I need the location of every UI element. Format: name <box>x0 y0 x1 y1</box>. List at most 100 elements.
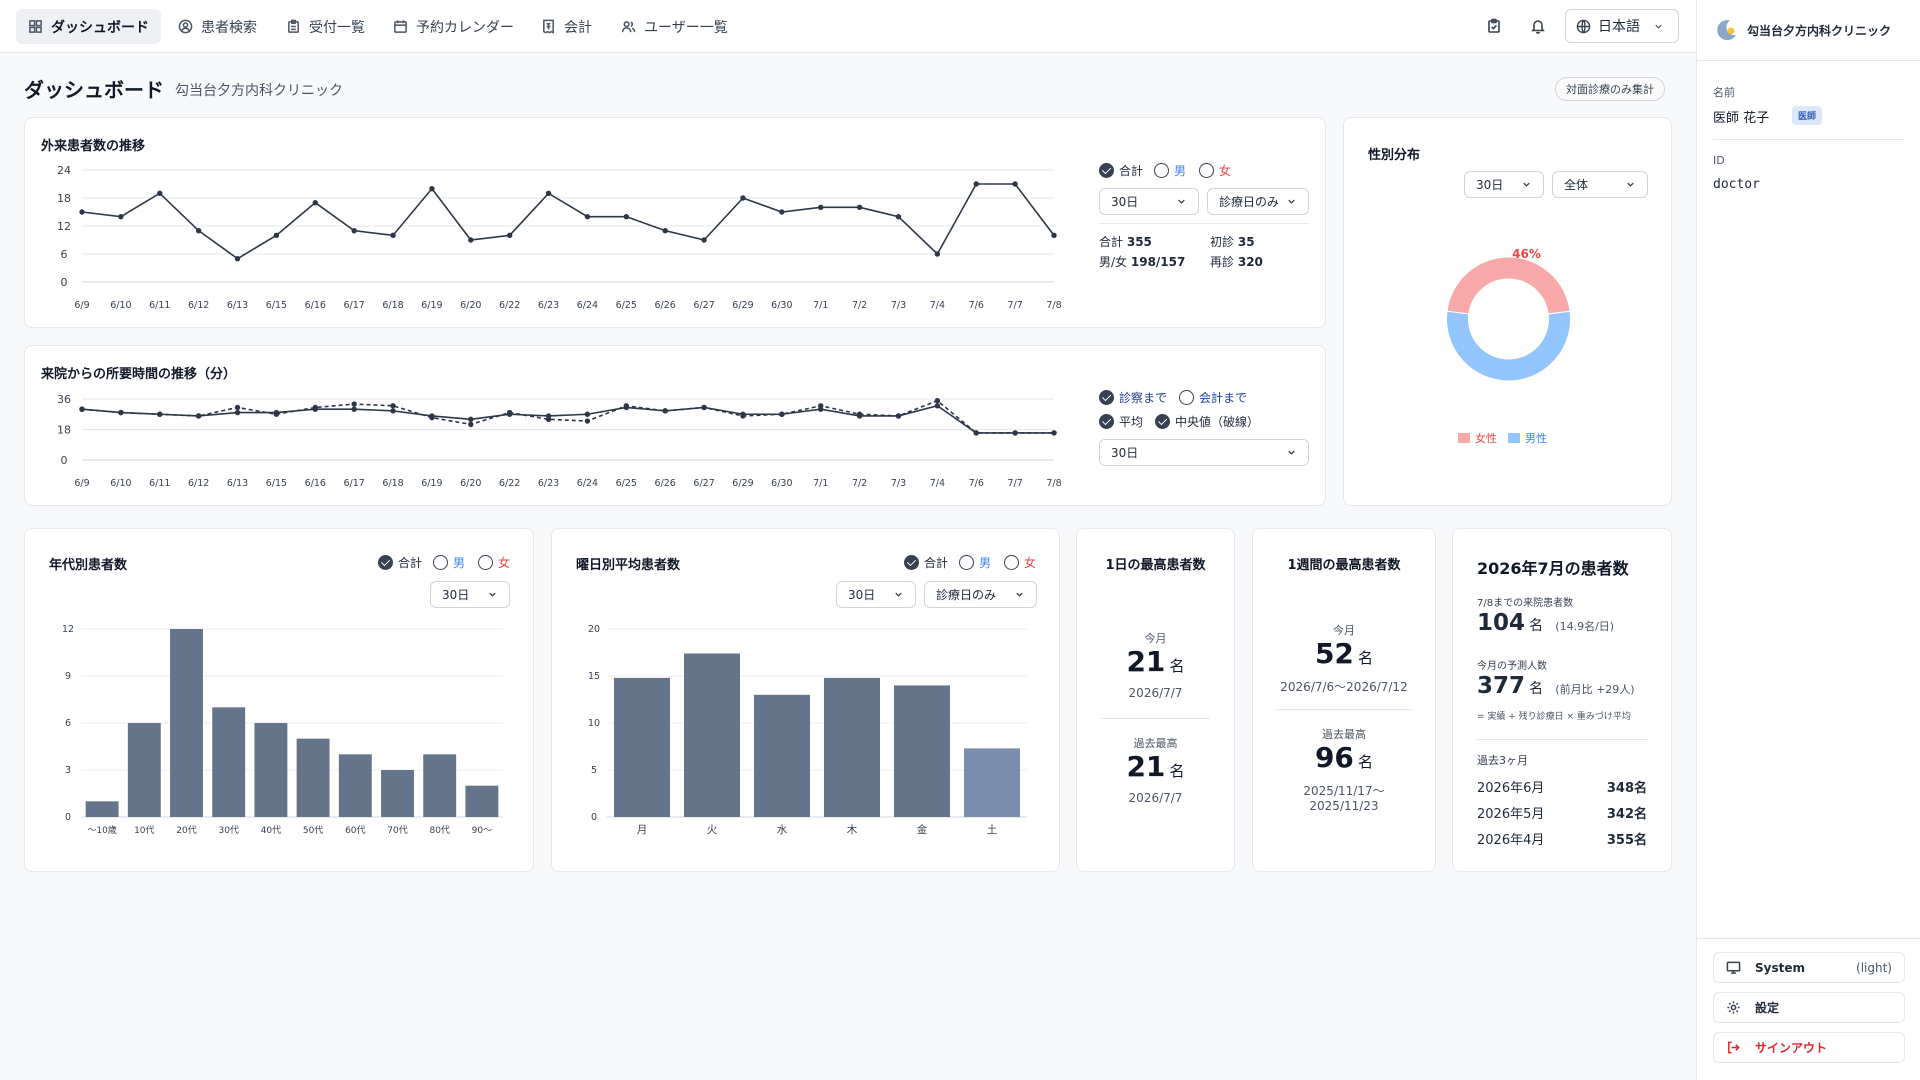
cb-female-label: 女 <box>1219 164 1232 178</box>
nav-reservation-calendar[interactable]: 予約カレンダー <box>381 9 526 44</box>
bar <box>465 785 499 817</box>
data-point <box>584 418 591 424</box>
y-tick-label: 18 <box>57 424 71 437</box>
nav-accounting[interactable]: 会計 <box>529 9 604 44</box>
x-tick-label: 6/30 <box>771 478 792 489</box>
x-tick-label: 6/29 <box>732 300 753 311</box>
outpatient-trend-card: 外来患者数の推移 0 6 12 18 24 6/9 6/10 6/11 6/12 6/13 6/15… <box>24 117 1326 328</box>
data-point <box>1012 181 1018 187</box>
data-point <box>895 413 902 419</box>
month-past-name: 2026年6月 <box>1477 781 1545 796</box>
waittime-checkbox-exam[interactable]: 診察まで <box>1099 389 1167 406</box>
signout-label: サインアウト <box>1755 1041 1828 1055</box>
weekmax-this-value: 52 名 <box>1314 637 1374 670</box>
notifications-button[interactable] <box>1526 14 1550 38</box>
y-tick-label: 6 <box>65 718 71 729</box>
data-point <box>273 411 280 417</box>
gear-icon <box>1727 1001 1740 1014</box>
checklist-button[interactable] <box>1482 14 1506 38</box>
data-point <box>779 209 785 215</box>
signout-button[interactable]: サインアウト <box>1713 1032 1905 1063</box>
age-period-select[interactable]: 30日 <box>430 581 510 608</box>
x-tick-label: 月 <box>637 824 648 836</box>
age-checkbox-male[interactable]: 男 <box>433 554 465 571</box>
data-point <box>312 199 318 206</box>
bar <box>254 723 288 817</box>
y-tick-label: 36 <box>57 393 71 406</box>
x-tick-label: 6/24 <box>577 478 598 489</box>
outpatient-checkbox-female[interactable]: 女 <box>1199 162 1231 179</box>
weekday-checkbox-male[interactable]: 男 <box>959 554 991 571</box>
stat-total: 合計 355 <box>1099 235 1152 249</box>
waittime-checkbox-average[interactable]: 平均 <box>1099 413 1143 430</box>
age-checkbox-total[interactable]: 合計 <box>378 554 422 571</box>
nav-user-list-label: ユーザー一覧 <box>644 19 728 36</box>
nav-patient-search[interactable]: 患者検索 <box>166 9 269 44</box>
data-point <box>234 255 241 262</box>
daymax-this-value: 21 名 <box>1126 645 1185 678</box>
bar <box>381 770 414 817</box>
weekmax-title: 1週間の最高患者数 <box>1287 558 1401 573</box>
data-point <box>1051 430 1057 436</box>
cb-pay-label: 会計まで <box>1199 391 1248 405</box>
data-point <box>390 403 396 409</box>
x-tick-label: 6/27 <box>693 478 714 489</box>
data-point <box>584 411 591 417</box>
age-checkbox-female[interactable]: 女 <box>478 554 510 571</box>
weekday-filter-select[interactable]: 診療日のみ <box>924 581 1037 608</box>
bar <box>85 801 119 817</box>
user-search-icon <box>178 19 193 34</box>
outpatient-checkbox-male[interactable]: 男 <box>1154 162 1186 179</box>
outpatient-checkbox-total[interactable]: 合計 <box>1099 162 1143 179</box>
x-tick-label: 6/29 <box>732 478 753 489</box>
clipboard-check-icon <box>1488 18 1500 33</box>
x-tick-label: 6/19 <box>421 478 442 489</box>
language-select[interactable]: 日本語 <box>1565 9 1679 43</box>
x-tick-label: 6/18 <box>382 478 403 489</box>
gender-scope-select[interactable]: 全体 <box>1552 171 1648 198</box>
nav-user-list[interactable]: ユーザー一覧 <box>609 9 740 44</box>
y-tick-label: 6 <box>61 248 68 261</box>
clipboard-icon <box>288 19 299 33</box>
cb-exam-label: 診察まで <box>1119 391 1168 405</box>
theme-system-button[interactable]: System (light) <box>1713 952 1905 983</box>
chevron-down-icon <box>1016 592 1023 597</box>
daymax-this-date: 2026/7/7 <box>1128 686 1183 700</box>
x-tick-label: 6/16 <box>305 478 326 489</box>
month-formula: = 実績 + 残り診療日 × 重みづけ平均 <box>1477 712 1631 722</box>
bar <box>684 653 740 817</box>
chevron-down-icon <box>1288 450 1295 455</box>
x-tick-label: 6/22 <box>499 300 520 311</box>
nav-reception-list[interactable]: 受付一覧 <box>274 9 377 44</box>
waittime-period-select[interactable]: 30日 <box>1099 439 1309 466</box>
weekday-period-select[interactable]: 30日 <box>836 581 916 608</box>
weekday-checkbox-female[interactable]: 女 <box>1004 554 1036 571</box>
filter-value: 診療日のみ <box>1219 195 1280 209</box>
clinic-logo <box>1717 20 1736 41</box>
data-point <box>973 181 979 187</box>
waittime-checkbox-median[interactable]: 中央値（破線） <box>1155 413 1259 430</box>
cb-male-label: 男 <box>1174 164 1187 178</box>
data-point <box>701 404 707 411</box>
waittime-checkbox-payment[interactable]: 会計まで <box>1179 389 1247 406</box>
data-point <box>468 416 474 423</box>
outpatient-filter-select[interactable]: 診療日のみ <box>1207 188 1309 215</box>
x-tick-label: 6/9 <box>74 478 89 489</box>
wait-time-title: 来院からの所要時間の推移（分） <box>41 367 237 382</box>
outpatient-period-select[interactable]: 30日 <box>1099 188 1199 215</box>
x-tick-label: 7/3 <box>891 478 906 489</box>
data-point <box>701 237 707 243</box>
settings-button[interactable]: 設定 <box>1713 992 1905 1023</box>
series-line <box>81 399 1054 434</box>
weekday-title: 曜日別平均患者数 <box>576 558 681 573</box>
nav-dashboard[interactable]: ダッシュボード <box>16 9 161 44</box>
x-tick-label: 6/13 <box>227 478 248 489</box>
data-point <box>818 204 824 211</box>
x-tick-label: 30代 <box>218 825 238 836</box>
chevron-down-icon <box>1655 24 1662 29</box>
series-line <box>81 404 1054 434</box>
gender-period-select[interactable]: 30日 <box>1464 171 1544 198</box>
period-value: 30日 <box>1111 446 1139 460</box>
weekday-checkbox-total[interactable]: 合計 <box>904 554 948 571</box>
page-title: ダッシュボード <box>24 78 164 102</box>
